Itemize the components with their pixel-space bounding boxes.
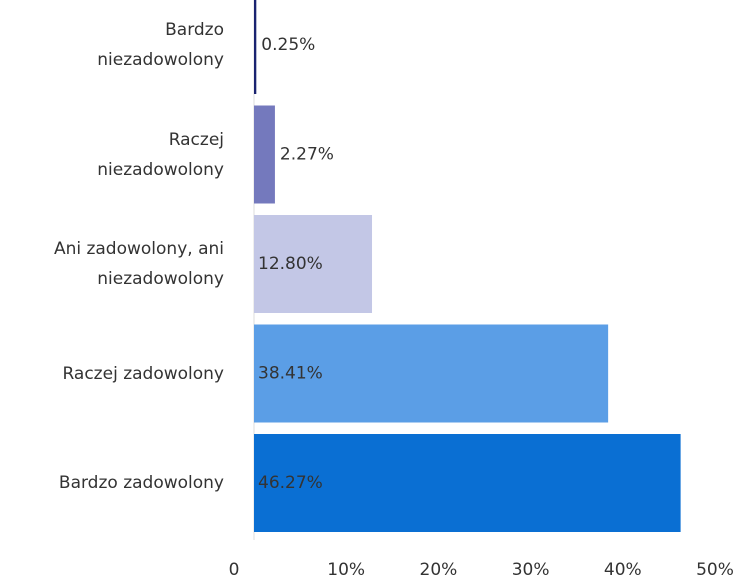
bar	[254, 324, 609, 423]
value-label: 38.41%	[258, 364, 323, 384]
value-label: 46.27%	[258, 473, 323, 493]
x-tick-label: 0	[229, 560, 240, 580]
x-tick-label: 10%	[327, 560, 365, 580]
bar	[254, 0, 257, 94]
value-label: 2.27%	[280, 145, 334, 165]
category-label: Raczej zadowolony	[62, 363, 224, 384]
x-tick-label: 20%	[420, 560, 458, 580]
category-label: Bardzo niezadowolony	[97, 20, 224, 70]
category-label: Raczej niezadowolony	[97, 129, 224, 180]
bar	[254, 105, 275, 204]
bar	[254, 215, 373, 313]
x-tick-label: 50%	[696, 560, 734, 580]
bar	[254, 434, 681, 532]
category-label: Ani zadowolony, ani niezadowolony	[53, 239, 224, 289]
category-label: Bardzo zadowolony	[58, 473, 224, 493]
x-tick-label: 30%	[512, 560, 550, 580]
value-label: 0.25%	[261, 35, 315, 55]
value-label: 12.80%	[258, 254, 323, 274]
x-tick-label: 40%	[604, 560, 642, 580]
